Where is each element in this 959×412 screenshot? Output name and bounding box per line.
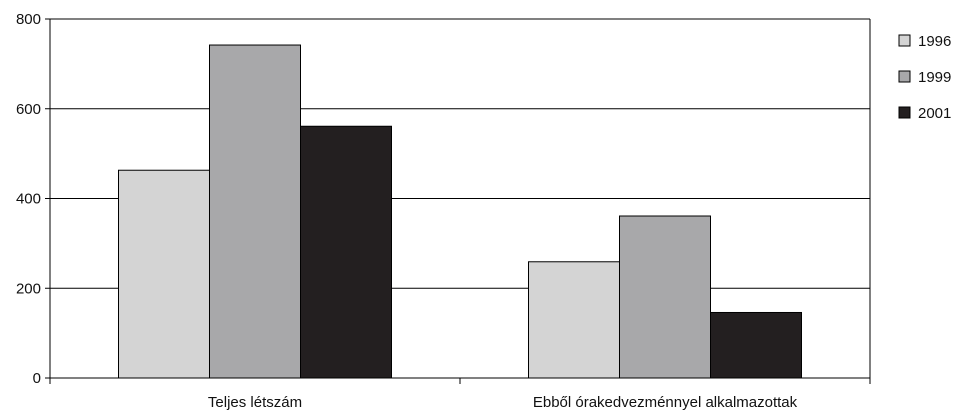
category-label-1: Ebből órakedvezménnyel alkalmazottak (533, 394, 798, 411)
bar-1996-0 (118, 169, 210, 379)
y-tick-label-0: 0 (33, 370, 41, 387)
legend-label-2001: 2001 (918, 105, 951, 122)
legend: 1996 1999 2001 (898, 33, 951, 122)
y-axis-ticks: 0 200 400 600 800 (16, 11, 50, 387)
legend-swatch-1999 (898, 70, 911, 83)
bar-2001-0 (300, 125, 392, 379)
bar-1999-0 (209, 44, 301, 379)
category-label-0: Teljes létszám (208, 394, 302, 411)
bar-1999-1 (619, 215, 711, 379)
bar-2001-1 (710, 311, 802, 379)
x-axis-labels: Teljes létszám Ebből órakedvezménnyel alk… (208, 394, 798, 411)
y-tick-label-600: 600 (16, 101, 41, 118)
legend-label-1999: 1999 (918, 69, 951, 86)
y-tick-label-800: 800 (16, 11, 41, 28)
bar-1996-1 (528, 261, 620, 379)
legend-swatch-1996 (898, 34, 911, 47)
bars (118, 44, 802, 379)
y-tick-label-400: 400 (16, 191, 41, 208)
legend-label-1996: 1996 (918, 33, 951, 50)
legend-swatch-2001 (898, 106, 911, 119)
y-tick-label-200: 200 (16, 280, 41, 297)
